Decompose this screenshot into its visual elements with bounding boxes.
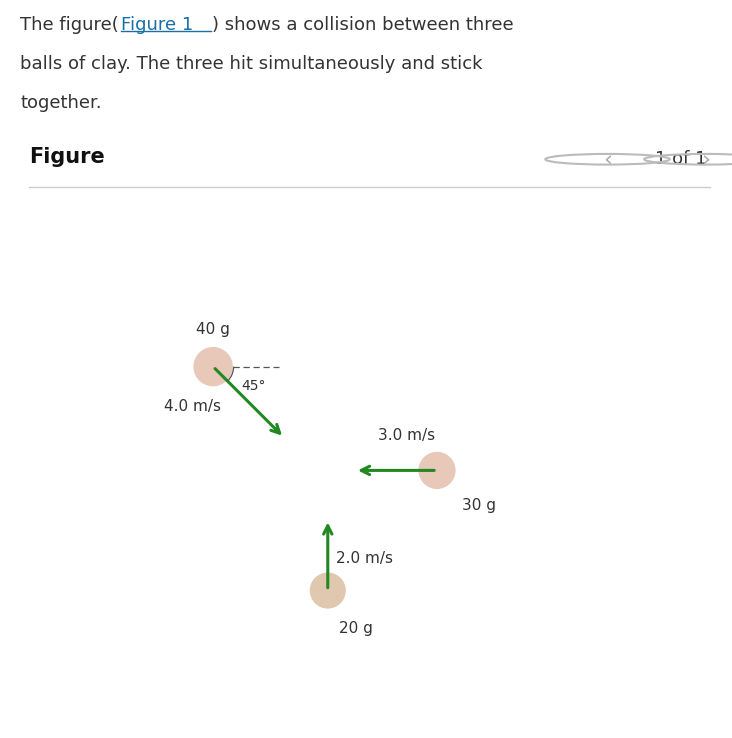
Text: together.: together. bbox=[20, 94, 102, 112]
Circle shape bbox=[310, 573, 346, 608]
Text: Figure 1: Figure 1 bbox=[121, 16, 193, 35]
Text: The figure(: The figure( bbox=[20, 16, 119, 35]
Text: Figure: Figure bbox=[29, 147, 105, 167]
Text: 30 g: 30 g bbox=[462, 497, 496, 513]
Text: balls of clay. The three hit simultaneously and stick: balls of clay. The three hit simultaneou… bbox=[20, 55, 483, 73]
Text: 2.0 m/s: 2.0 m/s bbox=[336, 551, 393, 566]
Text: 45°: 45° bbox=[242, 379, 266, 393]
Text: ) shows a collision between three: ) shows a collision between three bbox=[212, 16, 514, 35]
Text: 1 of 1: 1 of 1 bbox=[655, 151, 706, 168]
Circle shape bbox=[194, 348, 232, 386]
Text: 20 g: 20 g bbox=[339, 621, 373, 635]
Text: 3.0 m/s: 3.0 m/s bbox=[378, 428, 436, 443]
Text: ›: › bbox=[702, 149, 711, 169]
Circle shape bbox=[419, 452, 455, 489]
Text: 4.0 m/s: 4.0 m/s bbox=[164, 399, 221, 415]
Text: ‹: ‹ bbox=[603, 149, 612, 169]
Text: 40 g: 40 g bbox=[196, 322, 230, 337]
